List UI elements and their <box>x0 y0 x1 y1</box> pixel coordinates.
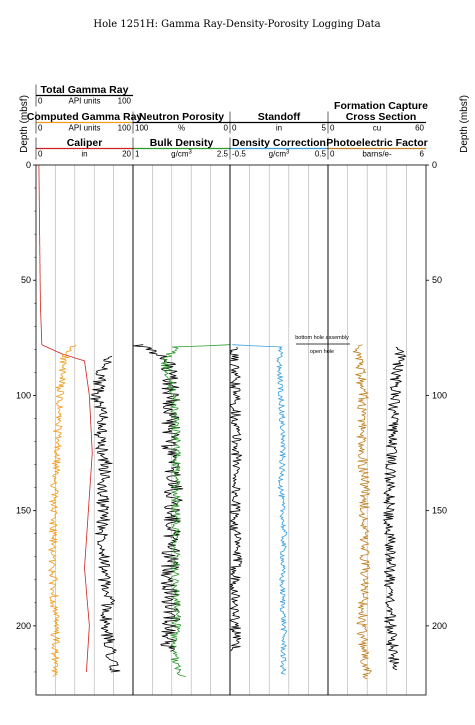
series-line-3 <box>133 344 184 652</box>
header-scale-max: 20 <box>122 150 131 159</box>
depth-tick-label-left: 150 <box>16 506 31 516</box>
depth-tick-label-left: 100 <box>16 390 31 400</box>
header-title: Computed Gamma Ray <box>27 111 143 123</box>
header-scale-max: 100 <box>118 97 132 106</box>
track-border <box>229 164 329 696</box>
header-scale-min: 0 <box>330 150 335 159</box>
header-title: Neutron Porosity <box>139 111 224 123</box>
track-border <box>327 164 427 696</box>
series-line-6 <box>229 346 243 652</box>
series-line-8 <box>383 346 406 671</box>
header-unit-superscript: 3 <box>286 150 290 156</box>
depth-tick-label-right: 50 <box>432 275 442 285</box>
header-scale-max: 2.5 <box>217 150 229 159</box>
header-scale-min: 0 <box>38 150 43 159</box>
header-scale-min: 0 <box>38 97 43 106</box>
depth-tick-label-right: 100 <box>432 390 447 400</box>
plot-area: bottom hole assembly open hole <box>35 164 427 696</box>
depth-tick-label-left: 0 <box>26 160 31 170</box>
header-scale-min: -0.5 <box>232 150 246 159</box>
header-scale-min: 0 <box>232 124 237 133</box>
header-unit: g/cm3 <box>269 150 290 159</box>
header-title: Standoff <box>258 111 301 123</box>
header-scale-max: 5 <box>322 124 327 133</box>
header-unit: % <box>178 124 185 133</box>
depth-tick-label-left: 50 <box>21 275 31 285</box>
header-scale-min: 0 <box>38 124 43 133</box>
header-scale-max: 0 <box>224 124 229 133</box>
header-title: Bulk Density <box>150 137 214 149</box>
header-unit: API units <box>68 124 100 133</box>
header-title: Density Correction <box>232 137 326 149</box>
depth-axis-label-left: Depth (mbsf) <box>19 95 30 153</box>
depth-axis-label-right: Depth (mbsf) <box>459 95 470 153</box>
header-title: Total Gamma Ray <box>41 84 129 96</box>
series-line-0 <box>38 165 93 673</box>
header-unit-base: g/cm <box>269 150 287 159</box>
header-scale-max: 100 <box>118 124 132 133</box>
chart-title: Hole 1251H: Gamma Ray-Density-Porosity L… <box>93 19 380 30</box>
series-line-7 <box>352 344 372 680</box>
header-unit: cu <box>373 124 381 133</box>
header-scale-max: 6 <box>420 150 425 159</box>
series-line-5 <box>232 344 288 675</box>
header-unit-superscript: 3 <box>189 150 193 156</box>
series-line-2 <box>90 355 121 673</box>
header-unit: barns/e- <box>362 150 392 159</box>
header-title: Caliper <box>67 137 103 149</box>
depth-tick-label-right: 150 <box>432 506 447 516</box>
annotation-open-hole: open hole <box>310 349 334 355</box>
header-unit-base: g/cm <box>171 150 189 159</box>
depth-tick-label-left: 200 <box>16 621 31 631</box>
series-line-1 <box>48 344 77 677</box>
header-unit: in <box>81 150 87 159</box>
track-border <box>35 164 134 696</box>
header-title-line1: Formation Capture <box>334 100 428 112</box>
header-scale-min: 1 <box>135 150 140 159</box>
depth-tick-label-right: 200 <box>432 621 447 631</box>
header-scale-min: 0 <box>330 124 335 133</box>
series-line-4 <box>160 344 231 677</box>
track-border <box>132 164 231 696</box>
annotation-bottom-hole-assembly: bottom hole assembly <box>295 335 349 341</box>
header-scale-max: 60 <box>415 124 424 133</box>
depth-tick-label-right: 0 <box>432 160 437 170</box>
header-unit: in <box>276 124 282 133</box>
header-scale-min: 100 <box>135 124 149 133</box>
header-title: Photoelectric Factor <box>326 137 428 149</box>
header-unit: API units <box>68 97 100 106</box>
header-unit: g/cm3 <box>171 150 192 159</box>
header-scale-max: 0.5 <box>315 150 327 159</box>
header-title-line2: Cross Section <box>346 111 417 123</box>
